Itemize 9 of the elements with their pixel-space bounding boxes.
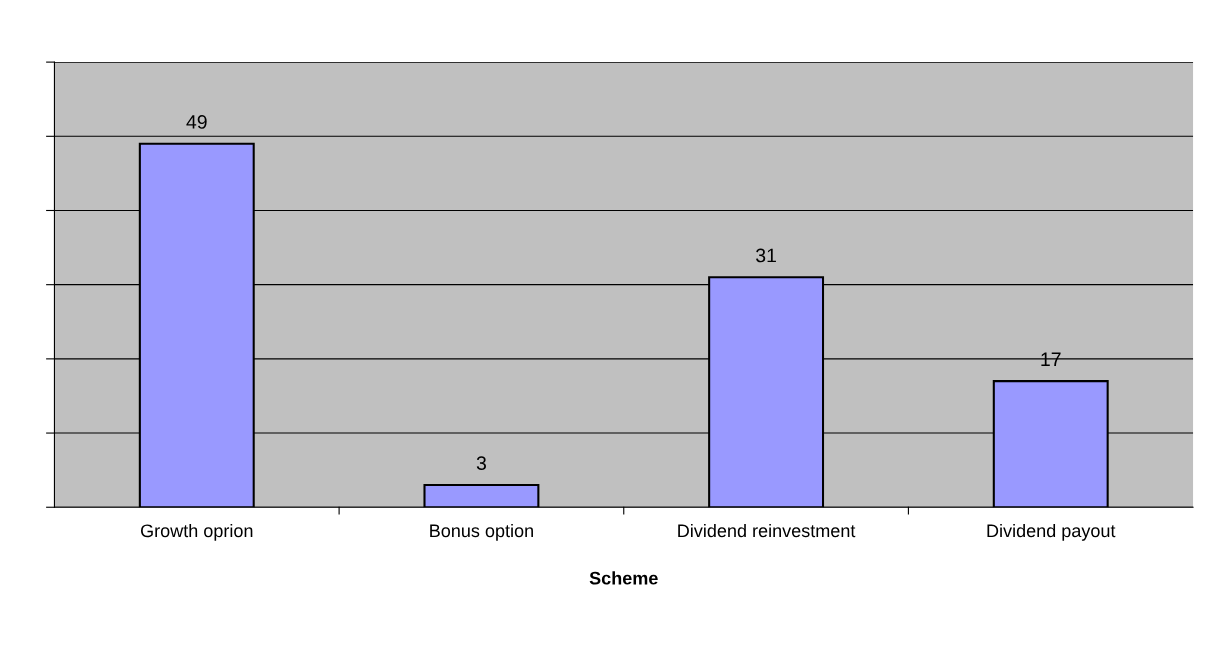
data-label: 3 [476, 456, 486, 471]
data-label: 31 [756, 248, 776, 263]
data-label: 49 [186, 115, 207, 129]
x-tick-label: Bonus option [430, 523, 533, 541]
x-axis-title: Scheme [589, 571, 658, 585]
x-tick-label: Dividend reinvestment [678, 523, 856, 538]
bar [423, 483, 540, 508]
x-tick-label: Dividend payout [987, 523, 1116, 541]
x-tick-label: Growth oprion [140, 523, 253, 541]
